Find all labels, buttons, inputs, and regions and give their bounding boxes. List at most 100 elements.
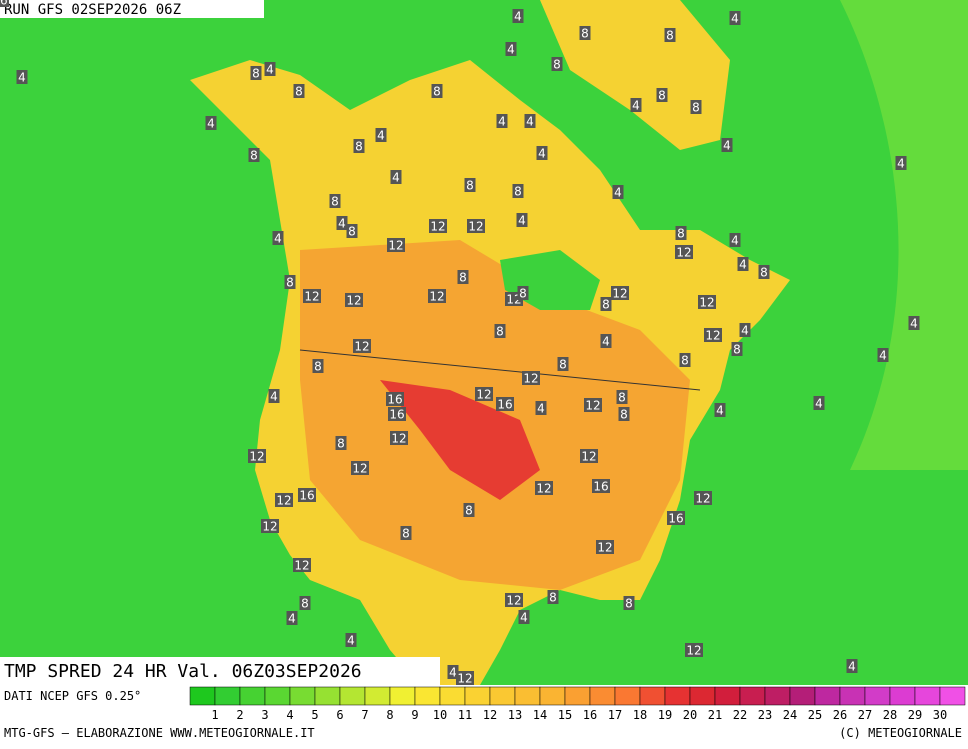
colorbar-swatch <box>639 686 666 706</box>
colorbar-swatch <box>339 686 366 706</box>
map-label: 4 <box>392 171 400 185</box>
map-label: 12 <box>294 559 309 573</box>
colorbar-label: 6 <box>336 708 343 722</box>
label-box <box>524 114 536 128</box>
colorbar-swatch <box>489 686 516 706</box>
map-label: 8 <box>658 89 666 103</box>
product-box <box>0 657 440 685</box>
map-label: 8 <box>295 85 303 99</box>
map-label: 4 <box>731 234 739 248</box>
map-label: 8 <box>760 266 768 280</box>
map-label: 8 <box>459 271 467 285</box>
map-label: 12 <box>676 246 691 260</box>
colorbar-label: 12 <box>483 708 497 722</box>
colorbar-swatch <box>314 686 341 706</box>
map-label: 8 <box>355 140 363 154</box>
colorbar: 1 2 3 4 5 6 7 8 9 10 11 12 13 14 15 16 17 18 19 20 21 22 23 24 2… <box>189 686 966 722</box>
colorbar-label: 14 <box>533 708 547 722</box>
map-label: 8 <box>465 504 473 518</box>
label-box <box>505 593 523 607</box>
map-label: 12 <box>699 296 714 310</box>
label-box <box>264 62 276 76</box>
label-box <box>630 98 642 112</box>
credit-left: MTG-GFS — ELABORAZIONE WWW.METEOGIORNALE… <box>4 726 315 740</box>
label-box <box>535 481 553 495</box>
colorbar-swatch <box>864 686 891 706</box>
label-box <box>250 66 262 80</box>
label-box <box>846 659 858 673</box>
label-box <box>386 392 404 406</box>
map-label: 4 <box>207 117 215 131</box>
label-box <box>714 403 726 417</box>
map-label: 4 <box>347 634 355 648</box>
label-box <box>592 479 610 493</box>
label-box <box>729 11 741 25</box>
label-box <box>329 194 341 208</box>
label-box <box>584 398 602 412</box>
map-label: 8 <box>331 195 339 209</box>
label-box <box>429 219 447 233</box>
label-box <box>895 156 907 170</box>
colorbar-label: 16 <box>583 708 597 722</box>
label-box <box>611 286 629 300</box>
map-label: 4 <box>449 666 457 680</box>
colorbar-swatch <box>264 686 291 706</box>
map-label: 12 <box>346 294 361 308</box>
map-label: 8 <box>733 343 741 357</box>
label-box <box>447 665 459 679</box>
colorbar-label: 26 <box>833 708 847 722</box>
label-box <box>721 138 733 152</box>
map-label: 12 <box>262 520 277 534</box>
label-box <box>675 245 693 259</box>
header-box <box>0 0 264 18</box>
map-label: 12 <box>391 432 406 446</box>
label-box <box>494 324 506 338</box>
map-label: 4 <box>723 139 731 153</box>
label-box <box>353 139 365 153</box>
colorbar-swatch <box>389 686 416 706</box>
colorbar-swatch <box>414 686 441 706</box>
colorbar-swatch <box>764 686 791 706</box>
colorbar-swatch <box>239 686 266 706</box>
label-box <box>345 633 357 647</box>
map-label: 8 <box>402 527 410 541</box>
map-label: 4 <box>739 258 747 272</box>
label-box <box>286 611 298 625</box>
colorbar-label: 28 <box>883 708 897 722</box>
label-box <box>248 148 260 162</box>
label-box <box>704 328 722 342</box>
colorbar-swatch <box>614 686 641 706</box>
label-box <box>551 57 563 71</box>
label-box <box>596 540 614 554</box>
map-label: 8 <box>666 29 674 43</box>
label-box <box>463 503 475 517</box>
map-label: 8 <box>433 85 441 99</box>
label-box <box>505 42 517 56</box>
colorbar-swatch <box>514 686 541 706</box>
label-box <box>312 359 324 373</box>
label-box <box>16 70 28 84</box>
colorbar-label: 1 <box>211 708 218 722</box>
label-box <box>694 491 712 505</box>
colorbar-label: 30 <box>933 708 947 722</box>
label-box <box>353 339 371 353</box>
source: DATI NCEP GFS 0.25° <box>4 689 141 703</box>
map-label: 12 <box>352 462 367 476</box>
map-label: 12 <box>429 290 444 304</box>
map-label: 8 <box>602 298 610 312</box>
map-label: 16 <box>387 393 402 407</box>
colorbar-label: 9 <box>411 708 418 722</box>
map-label: 16 <box>0 0 8 8</box>
label-box <box>268 389 280 403</box>
map-label: 8 <box>549 591 557 605</box>
map-label: 8 <box>496 325 504 339</box>
label-box <box>261 519 279 533</box>
label-box <box>346 224 358 238</box>
label-box <box>400 526 412 540</box>
label-box <box>656 88 668 102</box>
label-box <box>275 493 293 507</box>
map-label: 4 <box>518 214 526 228</box>
map-label: 12 <box>536 482 551 496</box>
